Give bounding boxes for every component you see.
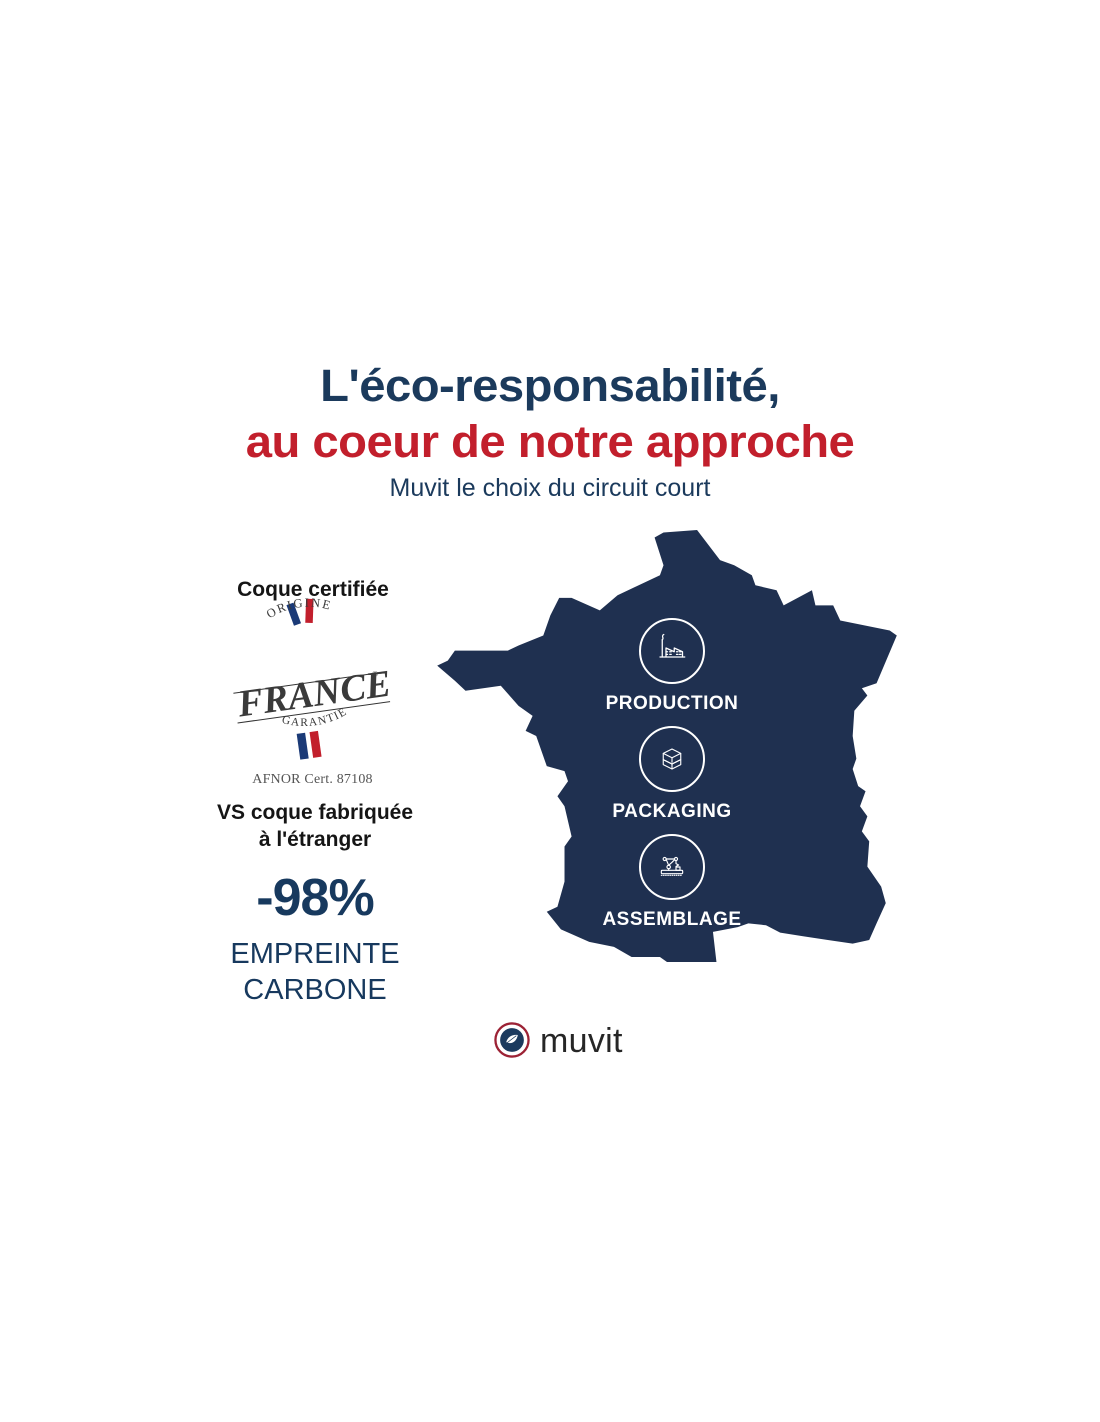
svg-text:FRANCE: FRANCE xyxy=(234,663,394,726)
svg-text:ORIGINE: ORIGINE xyxy=(263,592,335,622)
svg-text:®: ® xyxy=(371,669,378,679)
